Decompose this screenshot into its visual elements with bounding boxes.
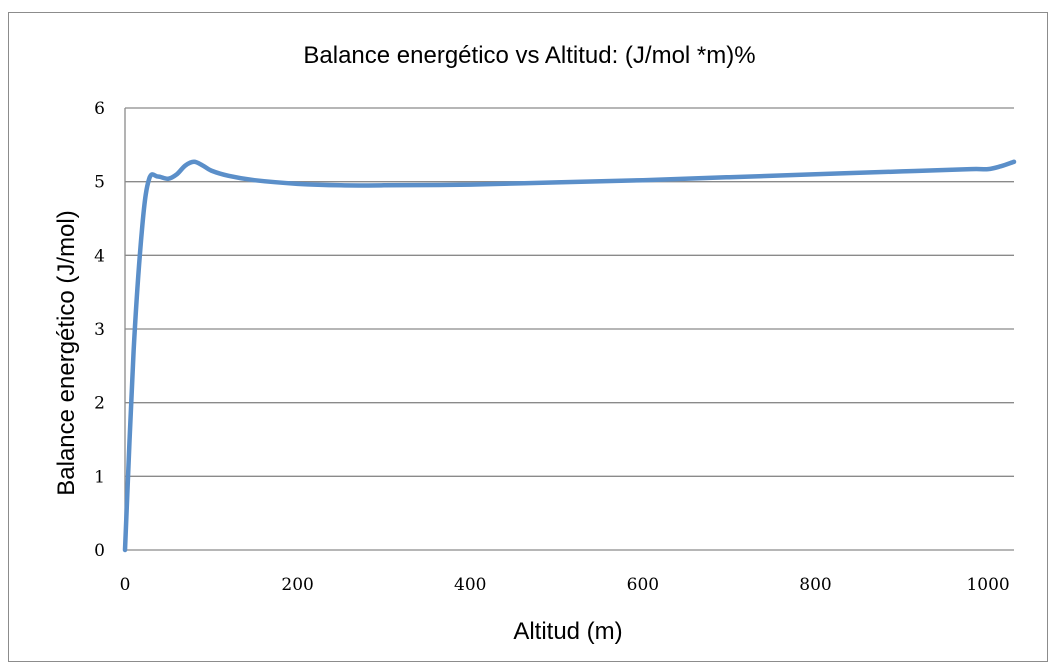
- x-tick-label: 400: [454, 575, 486, 595]
- chart-title: Balance energético vs Altitud: (J/mol *m…: [303, 42, 756, 69]
- y-tick-label: 5: [94, 173, 105, 193]
- x-tick-label: 1000: [966, 575, 1009, 595]
- x-tick-labels: 0 200 400 600 800 1000: [120, 575, 1010, 595]
- gridlines: [125, 107, 1014, 477]
- y-tick-label: 6: [94, 99, 105, 119]
- chart-frame: [8, 12, 1048, 662]
- x-axis-title: Altitud (m): [513, 618, 622, 645]
- y-tick-label: 4: [94, 246, 105, 266]
- series-layer: [122, 159, 1017, 553]
- y-tick-labels: 0 1 2 3 4 5 6: [94, 99, 105, 561]
- y-tick-label: 2: [94, 394, 105, 414]
- y-tick-label: 0: [94, 541, 105, 561]
- x-tick-label: 800: [799, 575, 831, 595]
- y-axis-title: Balance energético (J/mol): [53, 210, 80, 495]
- x-tick-label: 0: [120, 575, 131, 595]
- y-tick-label: 1: [94, 467, 105, 487]
- series-line-0: [122, 159, 1017, 553]
- x-tick-label: 600: [627, 575, 659, 595]
- axes: [124, 108, 1014, 551]
- x-tick-label: 200: [281, 575, 313, 595]
- y-tick-label: 3: [94, 320, 105, 340]
